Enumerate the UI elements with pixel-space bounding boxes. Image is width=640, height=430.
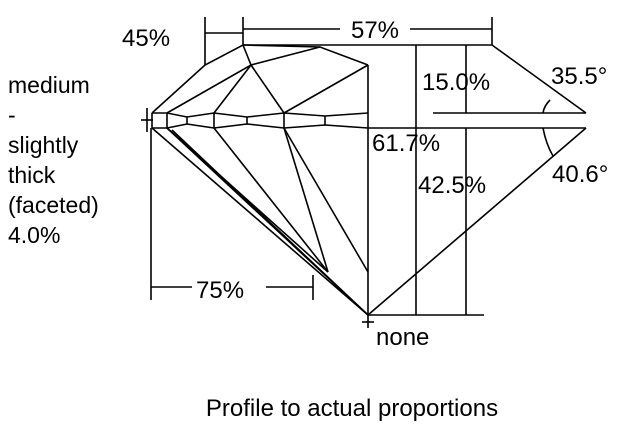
crown-height-label: 15.0%: [422, 69, 490, 96]
crown-angle-label: 35.5°: [551, 63, 607, 90]
dimension-lines: [141, 17, 554, 328]
table-label: 57%: [351, 17, 399, 44]
girdle-label: medium - slightly thick (faceted) 4.0%: [8, 72, 99, 248]
girdle-line: thick: [8, 162, 56, 188]
diamond-outline: [151, 44, 587, 316]
culet-label: none: [376, 324, 429, 351]
girdle-line: (faceted): [8, 192, 99, 218]
girdle-line: -: [8, 102, 16, 128]
girdle-line: medium: [8, 72, 90, 98]
girdle-line: 4.0%: [8, 222, 60, 248]
pavilion-depth-label: 42.5%: [418, 172, 486, 199]
girdle-line: slightly: [8, 132, 79, 158]
crown-width-label: 45%: [122, 25, 170, 52]
total-depth-label: 61.7%: [372, 130, 440, 157]
lower-half-label: 75%: [196, 277, 244, 304]
pavilion-angle-label: 40.6°: [552, 161, 608, 188]
caption: Profile to actual proportions: [206, 395, 498, 422]
